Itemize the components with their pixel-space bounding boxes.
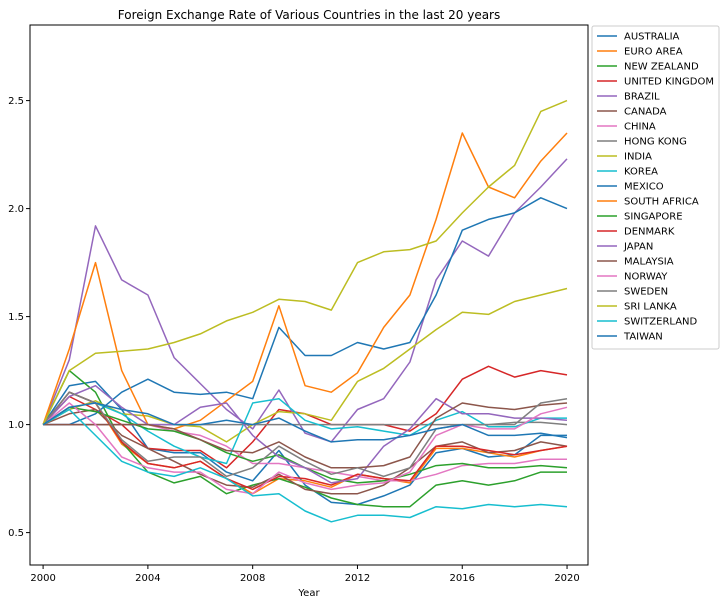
x-axis: 2000 2004 2008 2012 2016 2020	[30, 565, 580, 584]
legend-label: BRAZIL	[624, 92, 660, 103]
series-line-euro-area	[42, 391, 568, 495]
legend-label: JAPAN	[623, 242, 653, 253]
y-tick-label: 1.0	[8, 420, 24, 431]
legend-label: KOREA	[624, 167, 658, 178]
y-tick-label: 0.5	[8, 528, 24, 539]
legend-label: SWEDEN	[624, 287, 668, 298]
legend-box	[591, 25, 720, 350]
legend-label: DENMARK	[624, 227, 675, 238]
legend-label: AUSTRALIA	[624, 32, 680, 43]
x-axis-label: Year	[297, 588, 320, 599]
chart-title: Foreign Exchange Rate of Various Countri…	[118, 8, 501, 22]
series-line-norway	[42, 402, 568, 495]
legend-label: CHINA	[624, 122, 656, 133]
series-line-sri-lanka	[42, 99, 568, 425]
series-line-japan	[42, 384, 568, 484]
legend-label: MALAYSIA	[624, 257, 674, 268]
y-tick-label: 2.0	[8, 204, 24, 215]
legend-label: SRI LANKA	[624, 302, 677, 313]
legend-label: SOUTH AFRICA	[624, 197, 699, 208]
legend-label: SINGAPORE	[624, 212, 683, 223]
series-line-india	[42, 287, 568, 443]
legend-label: NORWAY	[624, 272, 668, 283]
legend-label: EURO AREA	[624, 47, 683, 58]
legend-label: MEXICO	[624, 182, 664, 193]
legend-label: SWITZERLAND	[624, 317, 698, 328]
x-tick-label: 2000	[30, 573, 55, 584]
series-line-malaysia	[43, 402, 568, 469]
x-tick-label: 2020	[554, 573, 579, 584]
y-axis: 0.5 1.0 1.5 2.0 2.5	[8, 96, 30, 539]
x-tick-label: 2004	[135, 573, 160, 584]
legend-label: HONG KONG	[624, 137, 687, 148]
series-line-singapore	[42, 406, 568, 484]
legend-label: NEW ZEALAND	[624, 62, 699, 73]
series-line-sweden	[42, 391, 568, 478]
series-line-new-zealand	[42, 369, 567, 508]
x-tick-label: 2016	[450, 573, 475, 584]
legend: AUSTRALIA EURO AREA NEW ZEALAND UNITED KING…	[591, 25, 720, 350]
series-line-taiwan	[42, 402, 568, 443]
plot-lines	[42, 99, 568, 523]
plot-frame	[29, 24, 589, 566]
series-line-mexico	[43, 197, 568, 426]
y-tick-label: 2.5	[8, 96, 24, 107]
series-line-south-africa	[42, 132, 568, 430]
series-line-brazil	[42, 158, 568, 443]
x-tick-label: 2012	[345, 573, 370, 584]
legend-label: TAIWAN	[623, 332, 663, 343]
legend-label: INDIA	[624, 152, 652, 163]
y-tick-label: 1.5	[8, 312, 24, 323]
legend-label: UNITED KINGDOM	[624, 77, 714, 88]
series-line-korea	[42, 391, 567, 465]
series-line-denmark	[42, 391, 568, 491]
legend-label: CANADA	[624, 107, 667, 118]
series-line-switzerland	[42, 408, 568, 523]
x-tick-label: 2008	[240, 573, 265, 584]
